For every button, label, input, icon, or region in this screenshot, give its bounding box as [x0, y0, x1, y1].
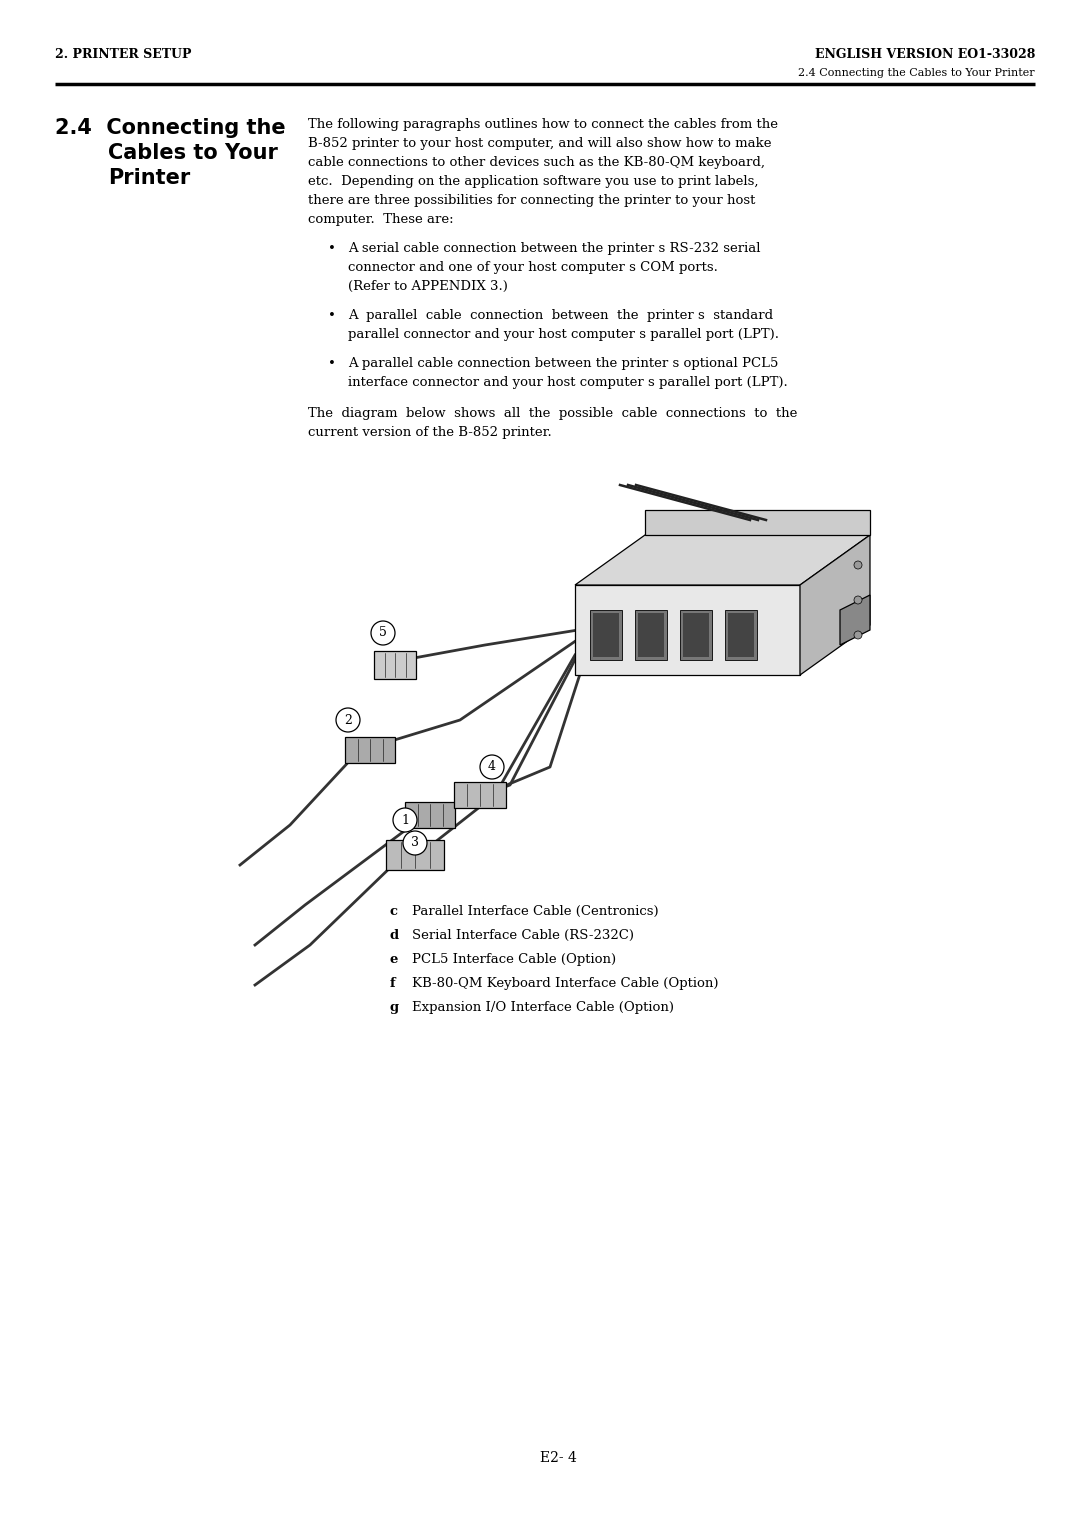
Text: 2.4  Connecting the: 2.4 Connecting the — [55, 117, 285, 137]
Text: •: • — [328, 242, 336, 255]
Bar — [374, 651, 416, 679]
Text: e: e — [390, 953, 399, 965]
Text: A serial cable connection between the printer s RS-232 serial: A serial cable connection between the pr… — [348, 242, 760, 255]
Text: interface connector and your host computer s parallel port (LPT).: interface connector and your host comput… — [348, 377, 787, 389]
Bar — [345, 737, 395, 762]
Text: etc.  Depending on the application software you use to print labels,: etc. Depending on the application softwa… — [308, 175, 758, 188]
Text: 2.4 Connecting the Cables to Your Printer: 2.4 Connecting the Cables to Your Printe… — [798, 69, 1035, 78]
Text: cable connections to other devices such as the KB-80-QM keyboard,: cable connections to other devices such … — [308, 156, 765, 169]
Text: 2: 2 — [345, 714, 352, 726]
Bar — [638, 613, 664, 657]
Bar — [725, 610, 757, 660]
Text: Printer: Printer — [108, 168, 190, 188]
Text: The  diagram  below  shows  all  the  possible  cable  connections  to  the: The diagram below shows all the possible… — [308, 407, 797, 419]
Text: A  parallel  cable  connection  between  the  printer s  standard: A parallel cable connection between the … — [348, 310, 773, 322]
Text: 5: 5 — [379, 627, 387, 639]
Text: there are three possibilities for connecting the printer to your host: there are three possibilities for connec… — [308, 194, 755, 207]
Text: ENGLISH VERSION EO1-33028: ENGLISH VERSION EO1-33028 — [814, 47, 1035, 61]
Circle shape — [480, 755, 504, 779]
Circle shape — [854, 561, 862, 569]
Bar — [593, 613, 619, 657]
Text: Serial Interface Cable (RS-232C): Serial Interface Cable (RS-232C) — [411, 929, 634, 942]
Text: •: • — [328, 310, 336, 322]
Circle shape — [393, 808, 417, 833]
Polygon shape — [840, 595, 870, 645]
Bar — [590, 610, 622, 660]
Polygon shape — [575, 586, 800, 676]
Bar — [680, 610, 712, 660]
Text: KB-80-QM Keyboard Interface Cable (Option): KB-80-QM Keyboard Interface Cable (Optio… — [411, 978, 718, 990]
Text: connector and one of your host computer s COM ports.: connector and one of your host computer … — [348, 261, 718, 274]
Polygon shape — [575, 535, 870, 586]
Text: 4: 4 — [488, 761, 496, 773]
Text: 1: 1 — [401, 813, 409, 827]
Bar — [386, 840, 444, 869]
Polygon shape — [645, 509, 870, 535]
Text: current version of the B-852 printer.: current version of the B-852 printer. — [308, 425, 552, 439]
Bar — [405, 802, 455, 828]
Text: Parallel Interface Cable (Centronics): Parallel Interface Cable (Centronics) — [411, 904, 659, 918]
Text: c: c — [390, 904, 399, 918]
Text: Expansion I/O Interface Cable (Option): Expansion I/O Interface Cable (Option) — [411, 1000, 674, 1014]
Bar — [683, 613, 708, 657]
Bar — [728, 613, 754, 657]
Text: A parallel cable connection between the printer s optional PCL5: A parallel cable connection between the … — [348, 357, 779, 371]
Text: parallel connector and your host computer s parallel port (LPT).: parallel connector and your host compute… — [348, 328, 779, 342]
Polygon shape — [800, 535, 870, 676]
Text: 3: 3 — [411, 837, 419, 849]
Text: The following paragraphs outlines how to connect the cables from the: The following paragraphs outlines how to… — [308, 117, 778, 131]
Text: PCL5 Interface Cable (Option): PCL5 Interface Cable (Option) — [411, 953, 616, 965]
Circle shape — [336, 708, 360, 732]
Text: d: d — [390, 929, 400, 942]
Bar — [635, 610, 667, 660]
Text: computer.  These are:: computer. These are: — [308, 214, 454, 226]
Circle shape — [403, 831, 427, 856]
Text: •: • — [328, 357, 336, 371]
Text: g: g — [390, 1000, 400, 1014]
Text: E2- 4: E2- 4 — [540, 1450, 577, 1466]
Bar — [454, 782, 507, 808]
Text: Cables to Your: Cables to Your — [108, 143, 278, 163]
Circle shape — [854, 631, 862, 639]
Text: B-852 printer to your host computer, and will also show how to make: B-852 printer to your host computer, and… — [308, 137, 771, 149]
Text: 2. PRINTER SETUP: 2. PRINTER SETUP — [55, 47, 191, 61]
Circle shape — [372, 621, 395, 645]
Text: f: f — [390, 978, 395, 990]
Text: (Refer to APPENDIX 3.): (Refer to APPENDIX 3.) — [348, 281, 508, 293]
Circle shape — [854, 596, 862, 604]
